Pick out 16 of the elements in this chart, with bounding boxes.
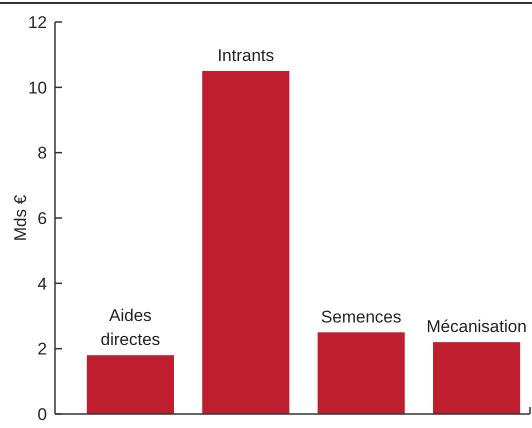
y-tick-label: 4 xyxy=(38,274,47,294)
x-tick-label: Mécanisation xyxy=(426,317,527,336)
bar xyxy=(433,342,520,414)
bar xyxy=(86,355,174,414)
bar xyxy=(318,332,405,414)
y-tick-label: 2 xyxy=(38,340,47,359)
x-tick-label: Intrants xyxy=(217,46,274,65)
x-tick-label: Semences xyxy=(321,307,402,326)
y-tick-label: 8 xyxy=(38,144,47,163)
y-tick-label: 6 xyxy=(38,208,47,228)
bar xyxy=(202,71,290,414)
y-tick-label: 12 xyxy=(28,12,47,32)
y-tick-label: 0 xyxy=(38,404,47,424)
y-tick-label: 10 xyxy=(28,78,47,98)
x-tick-label: Aides directes xyxy=(100,306,160,350)
y-axis-title: Mds € xyxy=(11,194,30,242)
